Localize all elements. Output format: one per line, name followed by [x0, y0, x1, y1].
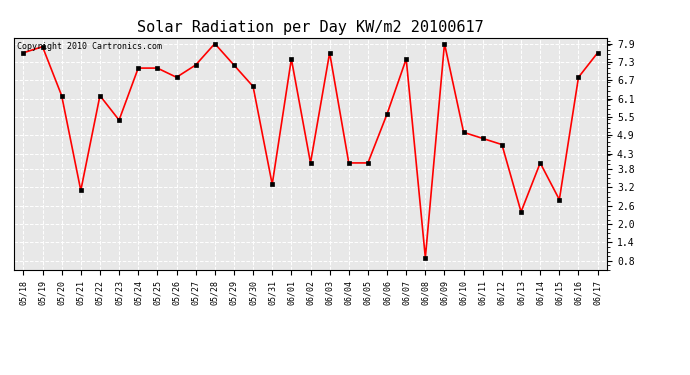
- Text: Copyright 2010 Cartronics.com: Copyright 2010 Cartronics.com: [17, 42, 161, 51]
- Title: Solar Radiation per Day KW/m2 20100617: Solar Radiation per Day KW/m2 20100617: [137, 20, 484, 35]
